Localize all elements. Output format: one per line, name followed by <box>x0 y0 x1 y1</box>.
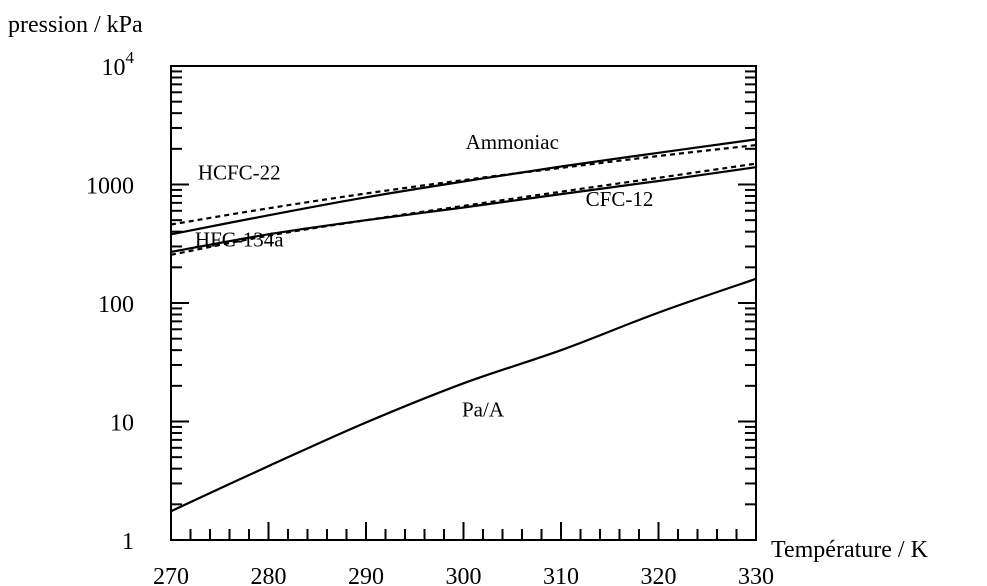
y-tick-label: 10 <box>110 411 134 437</box>
annotation-hcfc-22: HCFC-22 <box>198 161 281 185</box>
annotation-ammoniac: Ammoniac <box>466 130 559 154</box>
x-tick-label: 280 <box>251 564 287 586</box>
y-tick-label: 100 <box>98 292 134 318</box>
series-hfc-134a-line <box>170 166 757 253</box>
x-tick-label: 330 <box>738 564 774 586</box>
x-tick-label: 310 <box>543 564 579 586</box>
y-axis-label: pression / kPa <box>8 12 143 38</box>
plot-frame <box>170 65 757 541</box>
curves <box>170 138 757 513</box>
y-tick-label: 1 <box>122 529 134 555</box>
y-tick-label: 104 <box>102 48 135 81</box>
ticks <box>170 70 757 541</box>
series-hcfc-22-line <box>170 144 757 226</box>
annotation-pa-a: Pa/A <box>462 398 505 422</box>
labels: 270 280 290 300 310 320 330 1 10 100 1000 104 Ammoni… <box>86 48 774 586</box>
x-tick-label: 270 <box>153 564 189 586</box>
annotation-hfc-134a: HFC-134a <box>195 227 284 251</box>
y-tick-label: 1000 <box>86 174 134 200</box>
annotation-cfc-12: CFC-12 <box>586 187 654 211</box>
x-tick-label: 320 <box>641 564 677 586</box>
x-tick-label: 290 <box>348 564 384 586</box>
x-axis-label: Température / K <box>771 537 929 563</box>
series-cfc-12-line <box>170 162 757 256</box>
series-ammoniac-line <box>170 138 757 236</box>
x-tick-label: 300 <box>446 564 482 586</box>
series-pa-a-line <box>170 277 757 513</box>
